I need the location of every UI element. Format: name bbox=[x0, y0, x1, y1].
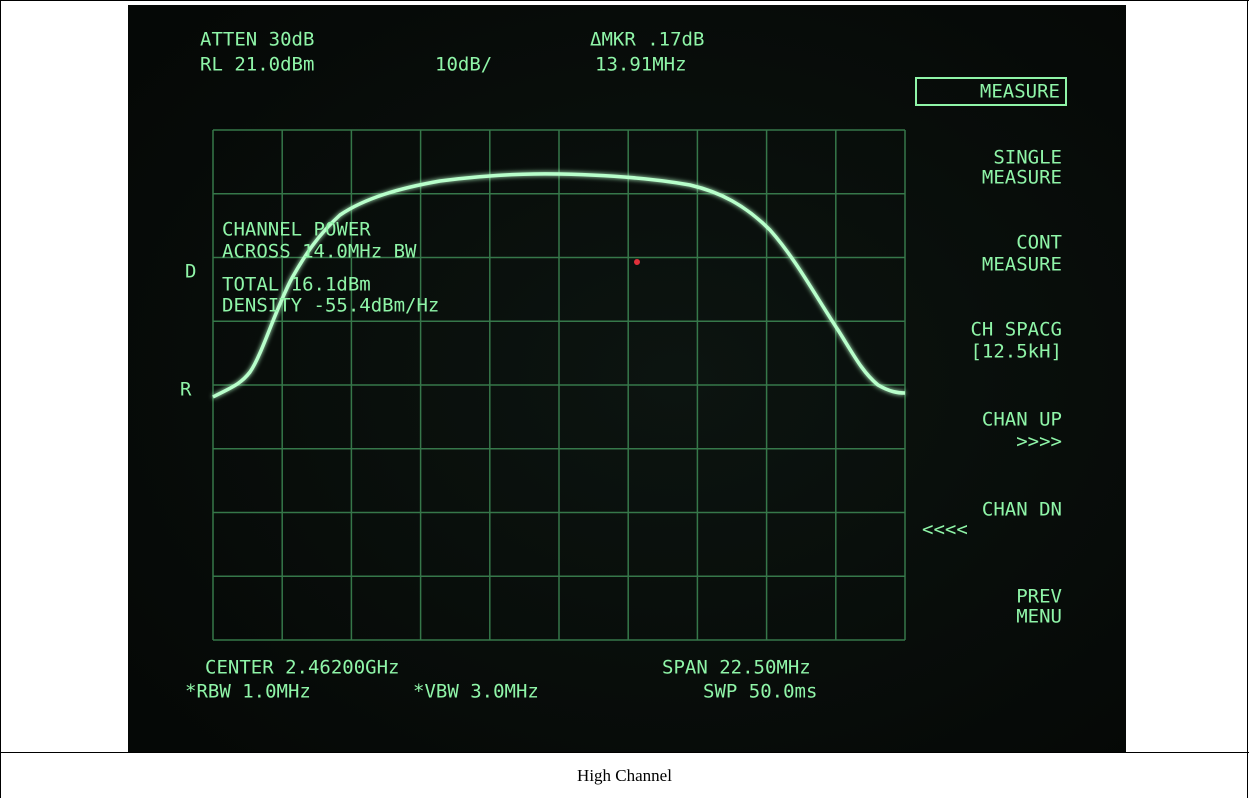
side-label: D bbox=[185, 261, 196, 283]
readout-text: TOTAL 16.1dBm bbox=[222, 274, 371, 296]
softkey-text: CH SPACG bbox=[970, 319, 1062, 341]
page: ATTEN 30dB RL 21.0dBm 10dB/ ΔMKR .17dB 1… bbox=[0, 0, 1249, 798]
header-text: RL 21.0dBm bbox=[200, 54, 314, 76]
readout-text: CHANNEL POWER bbox=[222, 219, 371, 241]
readout-text: DENSITY -55.4dBm/Hz bbox=[222, 295, 439, 317]
header-text: ΔMKR .17dB bbox=[590, 29, 704, 51]
softkey-text: MEASURE bbox=[982, 167, 1062, 189]
header-text: ATTEN 30dB bbox=[200, 29, 314, 51]
footer-text: CENTER 2.46200GHz bbox=[205, 657, 399, 679]
softkey-text: CHAN UP bbox=[982, 409, 1062, 431]
header-text: 10dB/ bbox=[435, 54, 492, 76]
footer-text: SPAN 22.50MHz bbox=[662, 657, 811, 679]
footer-text: *RBW 1.0MHz bbox=[185, 681, 311, 703]
softkey-text: MEASURE bbox=[980, 81, 1060, 103]
caption: High Channel bbox=[0, 753, 1249, 798]
softkey-text: CONT bbox=[1016, 232, 1062, 254]
softkey-text: PREV bbox=[1016, 586, 1062, 608]
softkey-text: <<<< bbox=[922, 519, 968, 541]
softkey-text: [12.5kH] bbox=[970, 341, 1062, 363]
footer-text: SWP 50.0ms bbox=[703, 681, 817, 703]
footer-text: *VBW 3.0MHz bbox=[413, 681, 539, 703]
softkey-text: CHAN DN bbox=[982, 499, 1062, 521]
softkey-text: >>>> bbox=[1016, 431, 1062, 453]
header-text: 13.91MHz bbox=[595, 54, 687, 76]
softkey-text: MEASURE bbox=[982, 254, 1062, 276]
softkey-text: SINGLE bbox=[993, 147, 1062, 169]
side-label: R bbox=[180, 379, 192, 401]
softkey-text: MENU bbox=[1016, 606, 1062, 628]
readout-text: ACROSS 14.0MHz BW bbox=[222, 241, 417, 263]
document: ATTEN 30dB RL 21.0dBm 10dB/ ΔMKR .17dB 1… bbox=[0, 0, 1249, 798]
marker bbox=[634, 259, 640, 265]
